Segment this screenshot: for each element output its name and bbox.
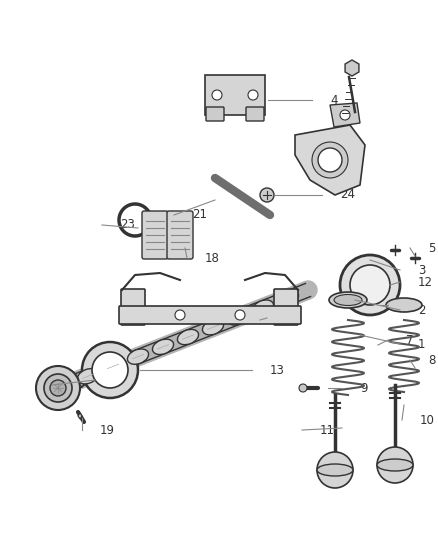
Text: 2: 2	[418, 303, 425, 317]
Text: 13: 13	[270, 364, 285, 376]
Ellipse shape	[127, 349, 148, 364]
Circle shape	[235, 310, 245, 320]
Ellipse shape	[377, 459, 413, 471]
Polygon shape	[345, 60, 359, 76]
Ellipse shape	[329, 292, 367, 308]
FancyBboxPatch shape	[167, 211, 193, 259]
Circle shape	[350, 265, 390, 305]
Ellipse shape	[386, 298, 422, 312]
Circle shape	[92, 352, 128, 388]
Text: 22: 22	[285, 311, 300, 325]
FancyBboxPatch shape	[206, 107, 224, 121]
Ellipse shape	[317, 464, 353, 476]
Polygon shape	[295, 125, 365, 195]
Circle shape	[377, 447, 413, 483]
Text: 4: 4	[330, 93, 338, 107]
Circle shape	[44, 374, 72, 402]
Ellipse shape	[334, 295, 362, 305]
Ellipse shape	[177, 329, 198, 345]
FancyBboxPatch shape	[205, 75, 265, 115]
Ellipse shape	[277, 290, 299, 305]
Text: 3: 3	[418, 263, 425, 277]
Circle shape	[312, 142, 348, 178]
Text: 8: 8	[428, 353, 435, 367]
Text: 6: 6	[406, 298, 413, 311]
Text: 23: 23	[120, 219, 135, 231]
Text: 7: 7	[406, 334, 413, 346]
Circle shape	[212, 90, 222, 100]
Text: 1: 1	[418, 337, 425, 351]
Text: 20: 20	[70, 378, 85, 392]
Polygon shape	[330, 103, 360, 127]
Circle shape	[50, 380, 66, 396]
Circle shape	[82, 342, 138, 398]
Text: 10: 10	[420, 414, 435, 426]
Text: 24: 24	[340, 189, 355, 201]
Circle shape	[318, 148, 342, 172]
Text: 9: 9	[360, 382, 367, 394]
Circle shape	[248, 90, 258, 100]
FancyBboxPatch shape	[142, 211, 168, 259]
Text: 19: 19	[100, 424, 115, 437]
FancyBboxPatch shape	[121, 289, 145, 325]
Ellipse shape	[152, 339, 173, 354]
Circle shape	[299, 384, 307, 392]
Polygon shape	[78, 413, 82, 419]
Ellipse shape	[227, 310, 248, 325]
Circle shape	[340, 255, 400, 315]
Circle shape	[36, 366, 80, 410]
Ellipse shape	[202, 320, 223, 335]
Ellipse shape	[102, 359, 124, 374]
FancyBboxPatch shape	[119, 306, 301, 324]
Circle shape	[340, 110, 350, 120]
Circle shape	[175, 310, 185, 320]
Ellipse shape	[78, 369, 99, 384]
FancyBboxPatch shape	[246, 107, 264, 121]
Text: 11: 11	[320, 424, 335, 437]
Circle shape	[317, 452, 353, 488]
Text: 21: 21	[192, 208, 207, 222]
FancyBboxPatch shape	[274, 289, 298, 325]
Ellipse shape	[252, 300, 274, 316]
Text: 5: 5	[428, 241, 435, 254]
Circle shape	[260, 188, 274, 202]
Text: 12: 12	[418, 276, 433, 288]
Text: 18: 18	[205, 252, 220, 264]
